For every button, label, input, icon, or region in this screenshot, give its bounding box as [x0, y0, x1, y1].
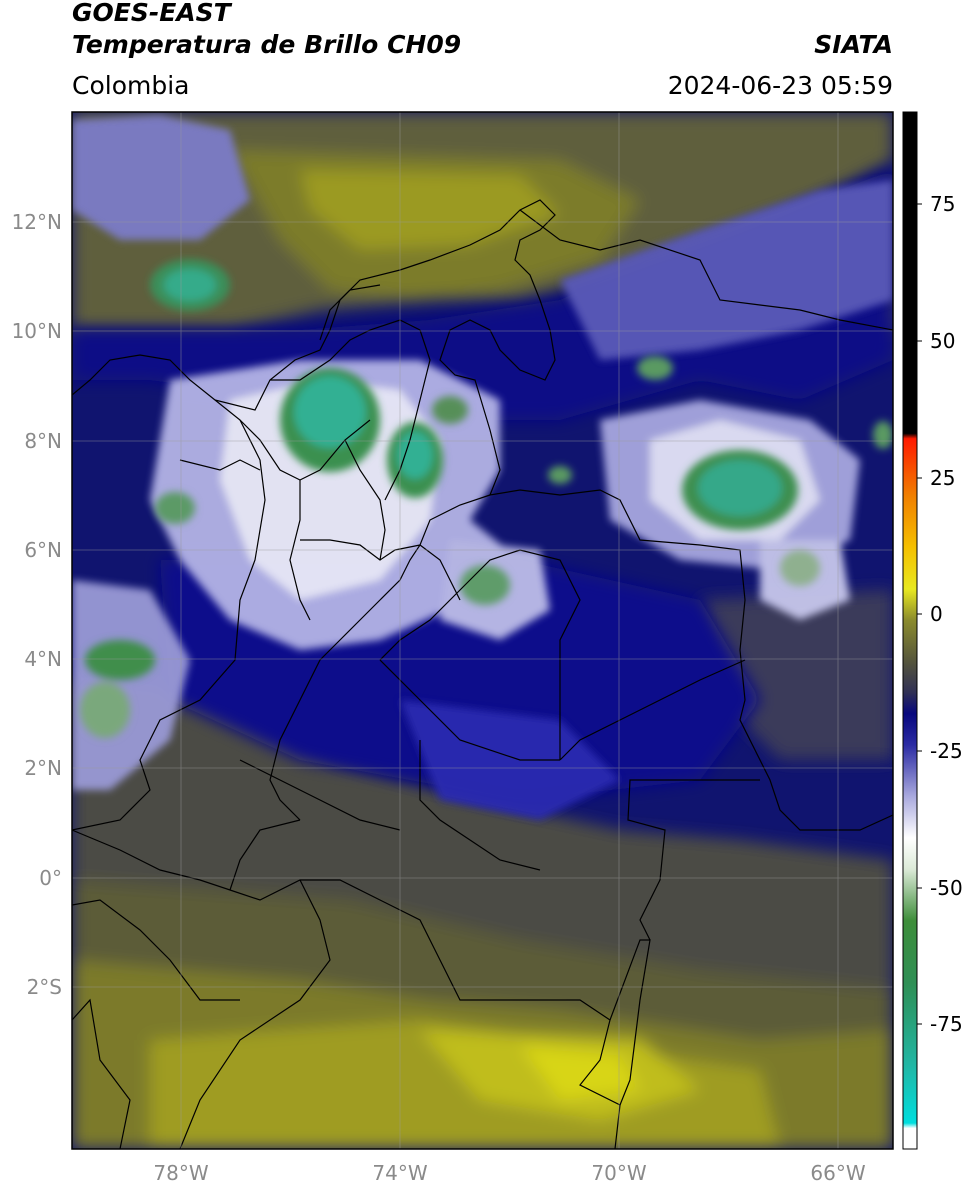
lon-tick-66W: 66°W: [810, 1161, 865, 1185]
lat-tick-labels: 12°N 10°N 8°N 6°N 4°N 2°N 0° 2°S: [12, 210, 62, 999]
timestamp-label: 2024-06-23 05:59: [667, 71, 893, 100]
colorbar-tick-75: 75: [930, 192, 955, 216]
lat-tick-12N: 12°N: [12, 210, 62, 234]
lat-tick-4N: 4°N: [24, 647, 62, 671]
map-border: [71, 111, 894, 1150]
colorbar-tick-50: 50: [930, 329, 955, 353]
lon-tick-78W: 78°W: [153, 1161, 208, 1185]
lon-tick-70W: 70°W: [591, 1161, 646, 1185]
lon-tick-74W: 74°W: [372, 1161, 427, 1185]
satellite-title: GOES-EAST: [72, 0, 231, 27]
agency-label: SIATA: [814, 30, 893, 59]
country-borders: [72, 199, 893, 1149]
map-gridlines: [72, 112, 893, 1149]
lat-tick-10N: 10°N: [12, 319, 62, 343]
lat-tick-0: 0°: [39, 866, 62, 890]
colorbar-tick-minus25: -25: [930, 739, 963, 763]
region-label: Colombia: [72, 71, 190, 100]
colorbar-tick-minus50: -50: [930, 876, 963, 900]
lat-tick-6N: 6°N: [24, 538, 62, 562]
lat-tick-2S: 2°S: [27, 975, 62, 999]
satellite-image: [72, 112, 893, 1149]
lat-tick-2N: 2°N: [24, 756, 62, 780]
colorbar-tick-25: 25: [930, 466, 955, 490]
product-title: Temperatura de Brillo CH09: [72, 30, 462, 59]
lat-tick-8N: 8°N: [24, 429, 62, 453]
colorbar-tick-0: 0: [930, 602, 943, 626]
colorbar-tick-minus75: -75: [930, 1012, 963, 1036]
colorbar: 75 50 25 0 -25 -50 -75: [902, 111, 963, 1150]
lon-tick-labels: 78°W 74°W 70°W 66°W: [153, 1161, 865, 1185]
colorbar-gradient: [902, 111, 918, 1150]
